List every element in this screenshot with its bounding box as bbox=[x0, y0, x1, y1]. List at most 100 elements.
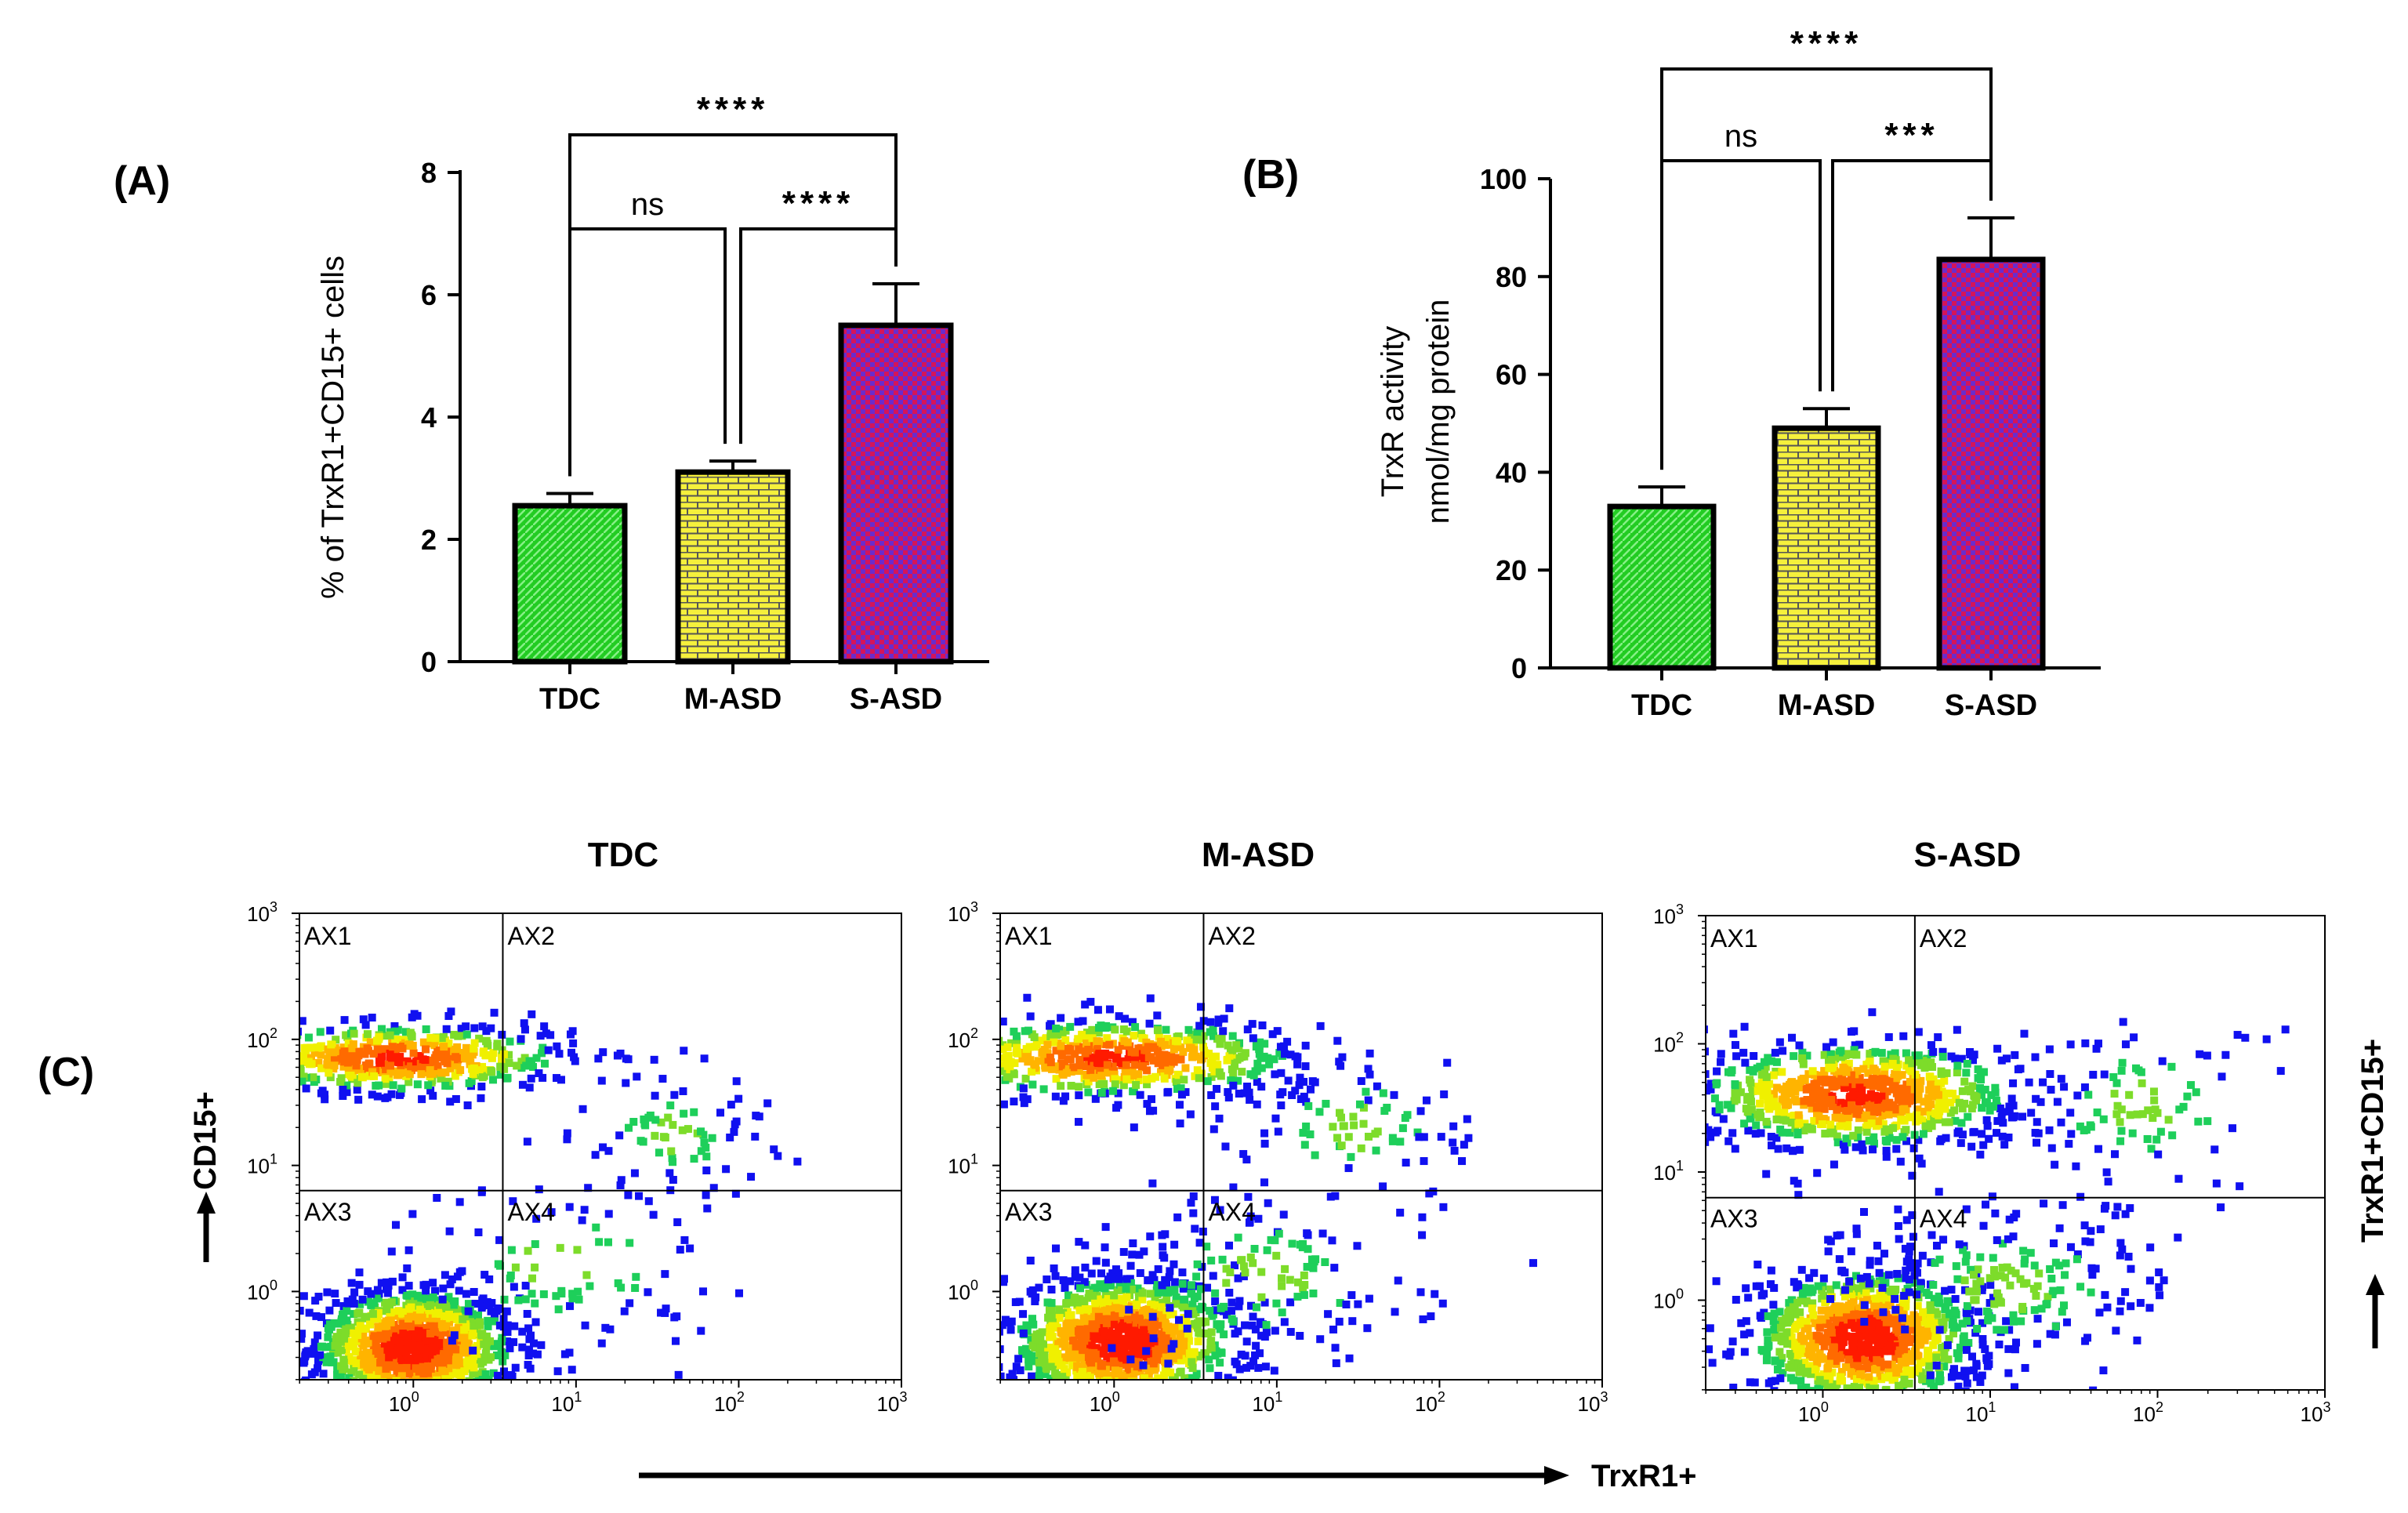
facs-event bbox=[458, 1032, 466, 1040]
facs-event bbox=[888, 1058, 896, 1065]
facs-event bbox=[1899, 1381, 1908, 1389]
facs-event bbox=[1342, 1301, 1351, 1309]
facs-event bbox=[1210, 1196, 1219, 1204]
facs-event bbox=[1198, 1036, 1206, 1044]
facs-event bbox=[444, 1077, 452, 1086]
facs-event bbox=[413, 1080, 422, 1089]
facs-event bbox=[1868, 1352, 1877, 1360]
facs-event bbox=[1027, 1387, 1035, 1395]
facs-event bbox=[1023, 1095, 1032, 1104]
facs-event bbox=[651, 1131, 659, 1140]
facs-event bbox=[1000, 1362, 1003, 1371]
facs-points bbox=[888, 993, 1538, 1452]
facs-event bbox=[1187, 1199, 1195, 1207]
facs-event bbox=[1157, 1303, 1166, 1312]
facs-event bbox=[1311, 1151, 1319, 1159]
facs-event bbox=[1209, 1272, 1217, 1280]
facs-event bbox=[1810, 1268, 1819, 1277]
facs-event bbox=[395, 1058, 404, 1067]
facs-event bbox=[1170, 1278, 1179, 1286]
facs-event bbox=[432, 1315, 441, 1323]
facs-event bbox=[573, 1246, 582, 1254]
facs-event bbox=[1035, 1283, 1043, 1292]
facs-event bbox=[383, 1289, 392, 1297]
facs-event bbox=[1203, 1283, 1212, 1292]
facs-event bbox=[507, 1246, 516, 1254]
facs-event bbox=[1242, 1363, 1250, 1372]
facs-event bbox=[1097, 1269, 1105, 1278]
facs-event bbox=[1855, 1384, 1863, 1390]
facs-event bbox=[499, 1315, 508, 1323]
facs-event bbox=[430, 1402, 437, 1410]
facs-event bbox=[374, 1308, 383, 1317]
facs-event bbox=[452, 1053, 460, 1061]
facs-event bbox=[466, 1395, 474, 1403]
facs-event bbox=[1895, 1346, 1904, 1355]
facs-event bbox=[1167, 1344, 1176, 1353]
facs-event bbox=[1098, 1335, 1107, 1344]
facs-event bbox=[1160, 1371, 1169, 1380]
facs-event bbox=[1057, 1062, 1065, 1071]
facs-event bbox=[1225, 1288, 1234, 1297]
facs-event bbox=[907, 1071, 915, 1079]
facs-event bbox=[1170, 1444, 1177, 1452]
facs-event bbox=[324, 1355, 332, 1363]
facs-event bbox=[1213, 1084, 1221, 1093]
facs-event bbox=[278, 1372, 286, 1380]
facs-event bbox=[440, 1043, 448, 1051]
facs-x-tick-base: 10 bbox=[1578, 1392, 1601, 1416]
facs-event bbox=[1249, 1071, 1258, 1079]
facs-event bbox=[1887, 1287, 1895, 1296]
facs-y-tick-exponent: 0 bbox=[970, 1277, 978, 1293]
facs-event bbox=[460, 1367, 469, 1376]
facs-event bbox=[443, 1059, 452, 1068]
facs-event bbox=[565, 1203, 574, 1211]
facs-event bbox=[1300, 1077, 1308, 1086]
facs-event bbox=[1223, 1395, 1231, 1403]
facs-event bbox=[1184, 1025, 1193, 1034]
facs-event bbox=[1039, 1085, 1048, 1094]
facs-event bbox=[405, 1070, 414, 1079]
facs-event bbox=[578, 1216, 586, 1225]
facs-event bbox=[1191, 1319, 1199, 1328]
facs-event bbox=[1195, 1239, 1204, 1247]
facs-event bbox=[606, 1325, 615, 1333]
facs-event bbox=[1826, 1285, 1835, 1293]
facs-event bbox=[513, 1061, 521, 1070]
facs-event bbox=[770, 1145, 778, 1154]
facs-event bbox=[310, 1338, 319, 1347]
facs-event bbox=[990, 1337, 998, 1345]
facs-event bbox=[1941, 1286, 1949, 1295]
facs-event bbox=[626, 1299, 634, 1308]
facs-event bbox=[345, 1373, 354, 1380]
facs-event bbox=[299, 1067, 300, 1076]
facs-event bbox=[702, 1166, 711, 1175]
facs-event bbox=[1184, 1330, 1192, 1339]
facs-event bbox=[1075, 1306, 1084, 1315]
facs-event bbox=[429, 1279, 437, 1287]
facs-points bbox=[256, 1007, 802, 1421]
facs-event bbox=[1105, 1040, 1114, 1049]
facs-event bbox=[318, 1342, 327, 1351]
facs-event bbox=[434, 1372, 443, 1380]
facs-event bbox=[1170, 1323, 1179, 1332]
facs-event bbox=[415, 1321, 424, 1330]
facs-event bbox=[421, 1413, 429, 1421]
facs-event bbox=[1101, 1284, 1109, 1293]
facs-event bbox=[404, 1282, 413, 1290]
facs-event bbox=[934, 1084, 941, 1092]
facs-event bbox=[1308, 1077, 1317, 1086]
facs-event bbox=[1824, 1328, 1833, 1337]
facs-event bbox=[1215, 1068, 1224, 1076]
facs-event bbox=[542, 1029, 550, 1038]
facs-event bbox=[1022, 1045, 1031, 1054]
facs-event bbox=[1248, 1321, 1257, 1330]
facs-event bbox=[330, 1061, 339, 1070]
facs-event bbox=[1809, 1311, 1818, 1319]
facs-event bbox=[1141, 1390, 1148, 1398]
facs-event bbox=[338, 1346, 346, 1355]
facs-event bbox=[1134, 1070, 1143, 1079]
facs-event bbox=[256, 1062, 263, 1070]
facs-event bbox=[1237, 1350, 1246, 1359]
facs-event bbox=[328, 1047, 336, 1055]
